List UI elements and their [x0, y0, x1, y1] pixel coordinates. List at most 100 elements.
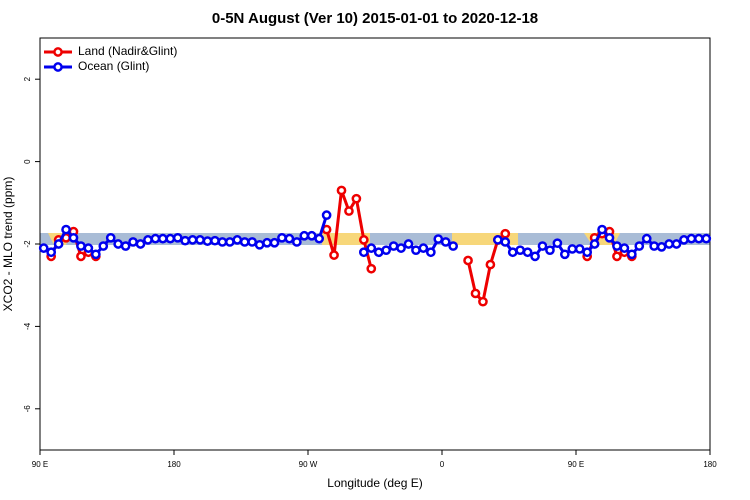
data-point [604, 232, 615, 243]
data-point [98, 241, 109, 251]
data-point [470, 288, 481, 299]
data-point [381, 245, 392, 256]
data-point [344, 206, 354, 216]
data-point [336, 185, 347, 196]
data-point [552, 238, 563, 249]
data-point [217, 237, 228, 247]
data-point [388, 241, 399, 251]
data-point [693, 233, 704, 244]
data-point [254, 239, 265, 250]
data-point [478, 296, 488, 307]
data-point [165, 233, 176, 244]
data-point [597, 224, 607, 235]
data-point [53, 239, 64, 249]
data-point [76, 241, 86, 251]
data-point [559, 249, 570, 260]
data-point [373, 247, 384, 258]
data-point [530, 251, 540, 262]
data-point [38, 243, 49, 253]
y-tick-label: 2 [23, 76, 32, 81]
data-point [157, 233, 168, 244]
data-point [448, 241, 459, 251]
data-point [105, 232, 116, 243]
x-tick-label: 90 W [299, 460, 318, 469]
chart-title: 0-5N August (Ver 10) 2015-01-01 to 2020-… [212, 10, 538, 27]
data-point [537, 241, 548, 251]
data-point [679, 235, 689, 245]
data-point [626, 249, 637, 260]
data-point [143, 235, 153, 245]
data-point [358, 235, 369, 245]
data-point [425, 247, 436, 258]
data-point [120, 241, 131, 251]
legend-label: Ocean (Glint) [78, 59, 149, 73]
data-point [641, 233, 652, 244]
data-point [507, 247, 518, 258]
x-tick-label: 90 E [32, 460, 48, 469]
data-point [440, 237, 451, 247]
data-point [247, 237, 258, 247]
data-point [485, 259, 496, 270]
data-point [232, 235, 243, 245]
data-point [128, 237, 138, 247]
data-point [195, 235, 205, 245]
data-point [113, 239, 124, 249]
data-point [239, 237, 250, 247]
data-point [277, 232, 287, 243]
data-point [150, 233, 161, 244]
data-point [68, 232, 79, 243]
x-tick-label: 180 [167, 460, 181, 469]
x-axis-label: Longitude (deg E) [327, 476, 422, 490]
data-point [180, 235, 191, 246]
data-point [202, 236, 213, 246]
y-axis-label: XCO2 - MLO trend (ppm) [1, 177, 15, 312]
data-point [619, 243, 630, 253]
data-point [321, 210, 332, 221]
data-point [210, 235, 220, 246]
data-point [567, 244, 578, 254]
data-point [366, 243, 377, 253]
data-point [634, 241, 645, 251]
x-tick-label: 180 [703, 460, 717, 469]
data-point [396, 243, 406, 253]
y-tick-label: -2 [23, 240, 32, 248]
y-tick-label: 0 [23, 159, 32, 164]
data-point [284, 233, 295, 244]
data-point [46, 247, 57, 258]
data-point [329, 250, 339, 260]
data-point [500, 237, 511, 247]
data-point [515, 245, 526, 256]
data-point [306, 230, 317, 241]
x-tick-label: 0 [440, 460, 445, 469]
data-point [366, 263, 377, 274]
data-point [612, 241, 622, 251]
data-point [403, 239, 414, 249]
data-point [492, 235, 503, 245]
data-point [224, 237, 235, 247]
data-point [463, 255, 473, 266]
data-point [172, 232, 183, 243]
data-point [262, 237, 272, 248]
data-point [589, 239, 600, 249]
data-point [299, 230, 310, 241]
data-point [433, 234, 444, 244]
data-point [187, 235, 198, 245]
data-point [61, 224, 71, 235]
data-point [582, 247, 593, 258]
data-point [314, 233, 325, 244]
data-point [351, 193, 362, 204]
x-tick-label: 90 E [568, 460, 584, 469]
data-point [612, 251, 622, 262]
y-tick-label: -4 [23, 322, 32, 330]
data-point [522, 247, 533, 258]
data-point [358, 247, 369, 258]
data-point [83, 243, 94, 253]
data-point [656, 242, 667, 252]
data-point [686, 233, 697, 244]
data-point [574, 244, 585, 254]
data-point [664, 239, 674, 249]
data-point [135, 239, 146, 249]
legend-label: Land (Nadir&Glint) [78, 44, 177, 58]
